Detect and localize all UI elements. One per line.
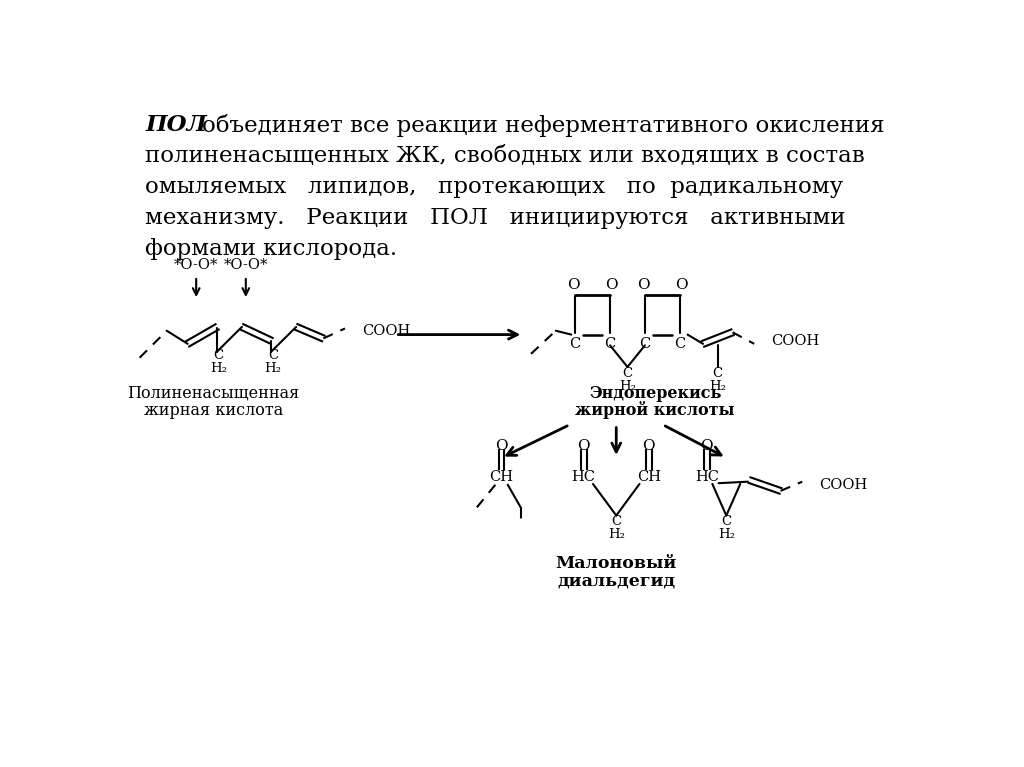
Text: O: O <box>578 439 590 453</box>
Text: COOH: COOH <box>771 334 819 347</box>
Text: H₂: H₂ <box>710 380 726 393</box>
Text: омыляемых   липидов,   протекающих   по  радикальному: омыляемых липидов, протекающих по радика… <box>145 176 843 198</box>
Text: HC: HC <box>695 470 719 484</box>
Text: C: C <box>721 515 731 528</box>
Text: H₂: H₂ <box>718 528 735 542</box>
Text: ПОЛ: ПОЛ <box>145 114 207 137</box>
Text: HC: HC <box>571 470 596 484</box>
Text: жирной кислоты: жирной кислоты <box>575 401 735 419</box>
Text: O: O <box>642 439 655 453</box>
Text: H₂: H₂ <box>618 380 636 393</box>
Text: C: C <box>604 337 615 351</box>
Text: O: O <box>496 439 508 453</box>
Text: C: C <box>569 337 581 351</box>
Text: механизму.   Реакции   ПОЛ   инициируются   активными: механизму. Реакции ПОЛ инициируются акти… <box>145 207 846 229</box>
Text: O: O <box>675 278 688 291</box>
Text: O: O <box>605 278 617 291</box>
Text: H₂: H₂ <box>210 362 227 375</box>
Text: O: O <box>700 439 714 453</box>
Text: C: C <box>623 367 633 380</box>
Text: COOH: COOH <box>819 478 867 492</box>
Text: диальдегид: диальдегид <box>557 572 675 590</box>
Text: полиненасыщенных ЖК, свободных или входящих в состав: полиненасыщенных ЖК, свободных или входя… <box>145 145 865 167</box>
Text: C: C <box>268 349 278 362</box>
Text: формами кислорода.: формами кислорода. <box>145 238 397 259</box>
Text: O: O <box>567 278 580 291</box>
Text: C: C <box>674 337 685 351</box>
Text: COOH: COOH <box>362 324 411 337</box>
Text: CH: CH <box>637 470 660 484</box>
Text: Эндоперекись: Эндоперекись <box>589 384 721 402</box>
Text: CH: CH <box>489 470 514 484</box>
Text: C: C <box>611 515 622 528</box>
Text: Полиненасыщенная: Полиненасыщенная <box>127 384 299 402</box>
Text: H₂: H₂ <box>264 362 282 375</box>
Text: Малоновый: Малоновый <box>556 555 677 571</box>
Text: объединяет все реакции неферментативного окисления: объединяет все реакции неферментативного… <box>202 114 884 137</box>
Text: O: O <box>637 278 649 291</box>
Text: C: C <box>713 367 723 380</box>
Text: C: C <box>214 349 223 362</box>
Text: C: C <box>639 337 650 351</box>
Text: *O-O*: *O-O* <box>223 258 268 272</box>
Text: H₂: H₂ <box>608 528 625 542</box>
Text: *O-O*: *O-O* <box>174 258 218 272</box>
Text: жирная кислота: жирная кислота <box>143 402 283 419</box>
